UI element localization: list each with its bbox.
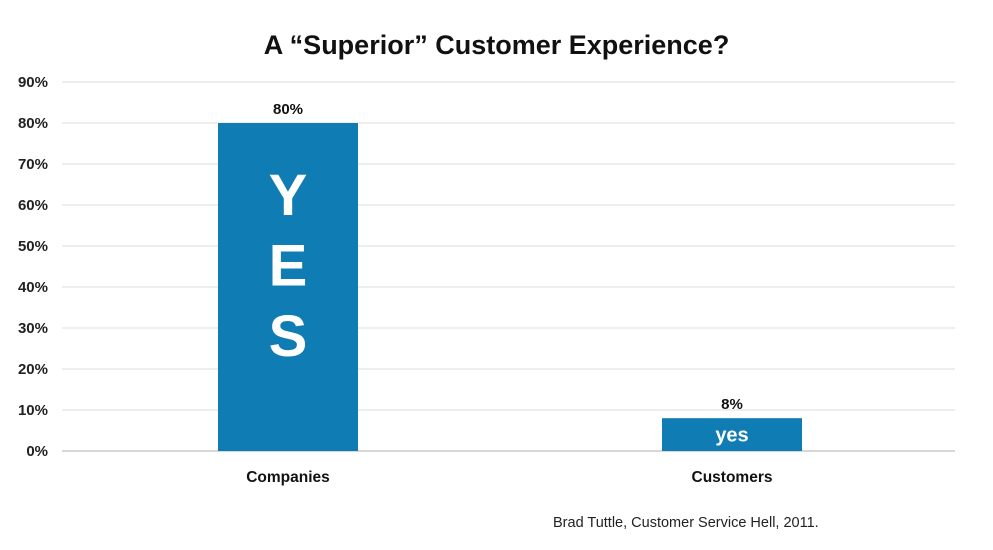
data-label: 80% — [273, 101, 303, 118]
y-tick-label: 10% — [18, 402, 48, 419]
y-tick-label: 40% — [18, 279, 48, 296]
y-tick-label: 60% — [18, 197, 48, 214]
y-tick-label: 0% — [26, 443, 48, 460]
y-tick-label: 20% — [18, 361, 48, 378]
y-tick-label: 30% — [18, 320, 48, 337]
bar-annotation: yes — [715, 425, 748, 447]
x-tick-label: Customers — [692, 469, 773, 486]
y-tick-label: 80% — [18, 115, 48, 132]
source-note: Brad Tuttle, Customer Service Hell, 2011… — [553, 515, 819, 531]
chart-title: A “Superior” Customer Experience? — [263, 30, 730, 60]
y-tick-label: 90% — [18, 74, 48, 91]
bar — [218, 123, 358, 451]
bar — [662, 418, 802, 451]
y-tick-label: 70% — [18, 156, 48, 173]
y-tick-label: 50% — [18, 238, 48, 255]
x-tick-label: Companies — [246, 469, 330, 486]
data-label: 8% — [721, 396, 743, 413]
